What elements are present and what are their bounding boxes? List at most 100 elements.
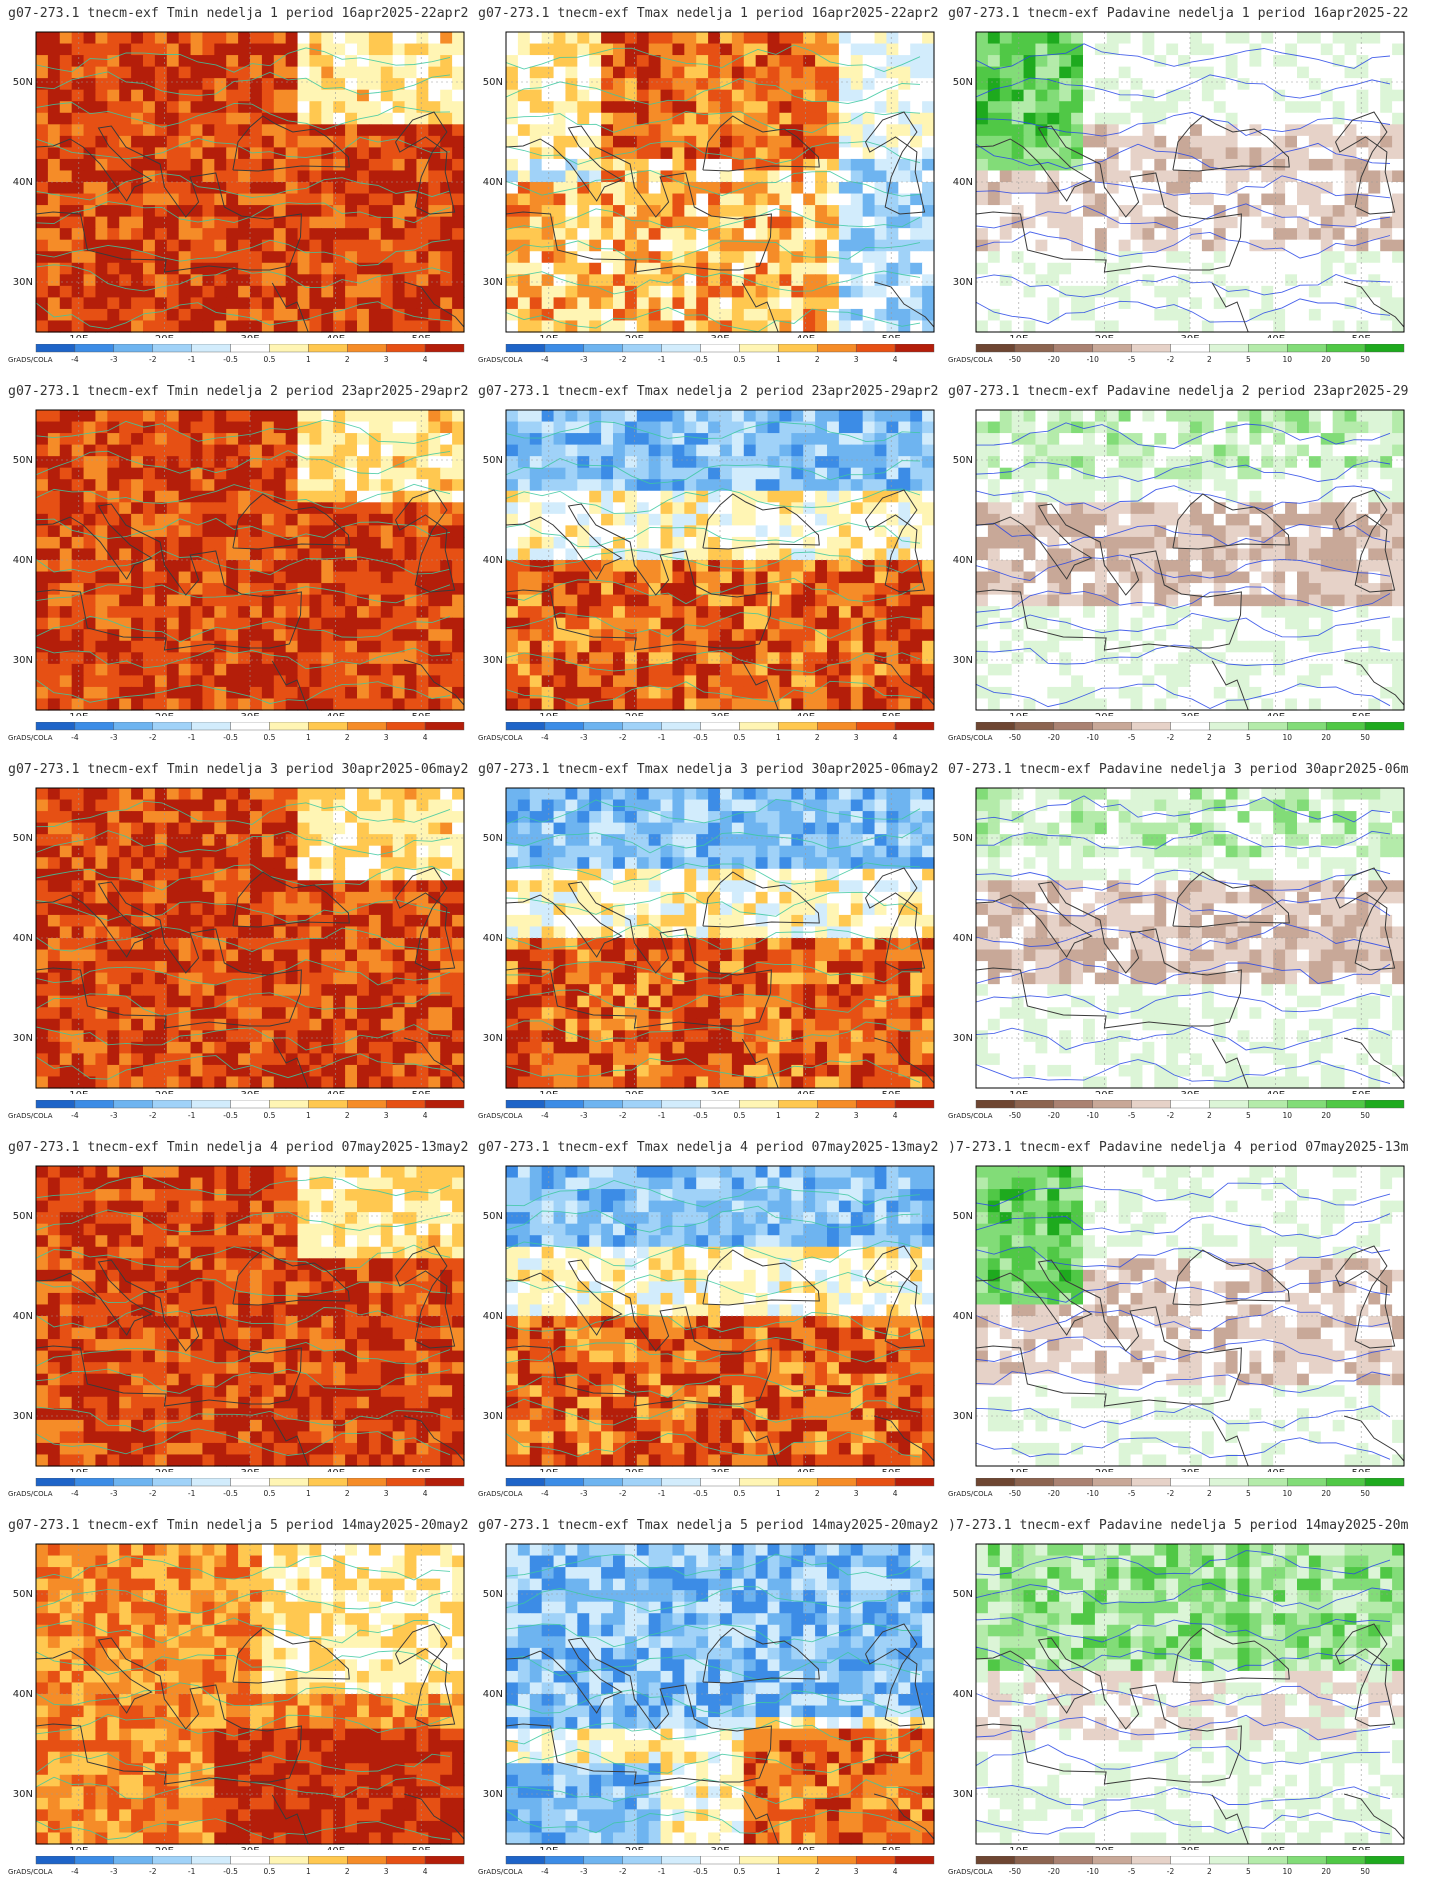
field-cell <box>368 536 382 550</box>
field-cell <box>143 629 156 642</box>
field-cell <box>309 467 322 480</box>
field-cell <box>565 101 578 114</box>
field-cell <box>922 456 935 469</box>
field-cell <box>1308 228 1322 241</box>
field-cell <box>83 182 97 195</box>
field-cell <box>1380 124 1393 137</box>
field-cell <box>321 479 334 492</box>
field-cell <box>440 66 453 79</box>
field-cell <box>1261 193 1274 206</box>
field-cell <box>922 78 935 91</box>
field-cell <box>297 467 311 480</box>
field-cell <box>1237 182 1251 195</box>
field-cell <box>47 502 61 515</box>
field-cell <box>368 193 382 206</box>
field-cell <box>202 205 215 218</box>
colorbar-swatch <box>230 344 270 353</box>
lat-tick-label: 30N <box>13 655 33 666</box>
field-cell <box>803 444 816 457</box>
field-cell <box>613 675 626 688</box>
field-cell <box>999 274 1013 287</box>
field-cell <box>345 548 358 561</box>
field-cell <box>250 652 263 665</box>
field-cell <box>577 78 590 91</box>
field-cell <box>850 675 864 688</box>
field-cell <box>1356 228 1369 241</box>
field-cell <box>648 124 662 137</box>
field-cell <box>1094 124 1108 137</box>
field-cell <box>779 147 792 160</box>
field-cell <box>261 308 275 322</box>
field-cell <box>392 433 406 446</box>
field-cell <box>613 629 626 642</box>
field-cell <box>380 698 394 711</box>
field-cell <box>131 571 144 584</box>
field-cell <box>898 274 911 287</box>
field-cell <box>345 43 358 56</box>
field-cell <box>47 456 61 469</box>
field-cell <box>577 101 590 114</box>
field-cell <box>636 698 650 711</box>
field-cell <box>601 640 614 653</box>
field-cell <box>95 182 108 195</box>
lat-tick-label: 40N <box>483 555 503 566</box>
field-cell <box>1154 66 1167 79</box>
field-cell <box>368 308 382 322</box>
field-cell <box>601 513 614 526</box>
field-cell <box>190 675 204 688</box>
colorbar-label: 0.5 <box>263 355 275 364</box>
field-cell <box>815 66 828 79</box>
field-cell <box>541 513 555 526</box>
field-cell <box>696 652 709 665</box>
field-cell <box>309 421 322 434</box>
field-cell <box>1011 101 1025 114</box>
field-cell <box>553 297 567 310</box>
field-cell <box>297 640 311 653</box>
field-cell <box>815 594 828 607</box>
field-cell <box>1285 158 1298 172</box>
field-cell <box>827 444 840 457</box>
field-cell <box>131 433 144 446</box>
field-cell <box>684 285 697 298</box>
field-cell <box>648 410 662 423</box>
field-cell <box>190 640 204 653</box>
field-cell <box>107 410 120 423</box>
field-cell <box>529 43 543 56</box>
field-cell <box>1071 251 1084 264</box>
field-cell <box>886 525 899 538</box>
field-cell <box>577 89 590 102</box>
field-cell <box>1154 124 1167 137</box>
field-cell <box>1297 66 1310 79</box>
field-cell <box>250 135 263 148</box>
field-cell <box>791 663 804 676</box>
field-cell <box>285 205 299 218</box>
field-cell <box>696 421 709 434</box>
field-cell <box>357 513 370 526</box>
field-cell <box>178 698 192 711</box>
field-cell <box>166 583 180 596</box>
lat-tick-label: 40N <box>953 177 973 188</box>
field-cell <box>506 32 519 45</box>
field-cell <box>321 433 334 446</box>
field-cell <box>708 502 721 515</box>
field-cell <box>321 490 334 503</box>
field-cell <box>107 43 120 56</box>
field-cell <box>59 228 73 241</box>
field-cell <box>261 182 275 195</box>
field-cell <box>517 675 531 688</box>
field-cell <box>36 525 49 538</box>
field-cell <box>143 205 156 218</box>
field-cell <box>285 193 299 206</box>
field-cell <box>648 421 662 434</box>
field-cell <box>392 285 406 298</box>
field-cell <box>815 239 828 252</box>
field-cell <box>613 571 626 584</box>
field-cell <box>1344 320 1358 333</box>
field-cell <box>684 262 697 275</box>
field-cell <box>589 698 602 711</box>
field-cell <box>154 594 168 607</box>
field-cell <box>1083 147 1096 160</box>
field-cell <box>416 467 429 480</box>
field-cell <box>696 89 709 102</box>
field-cell <box>71 274 85 287</box>
